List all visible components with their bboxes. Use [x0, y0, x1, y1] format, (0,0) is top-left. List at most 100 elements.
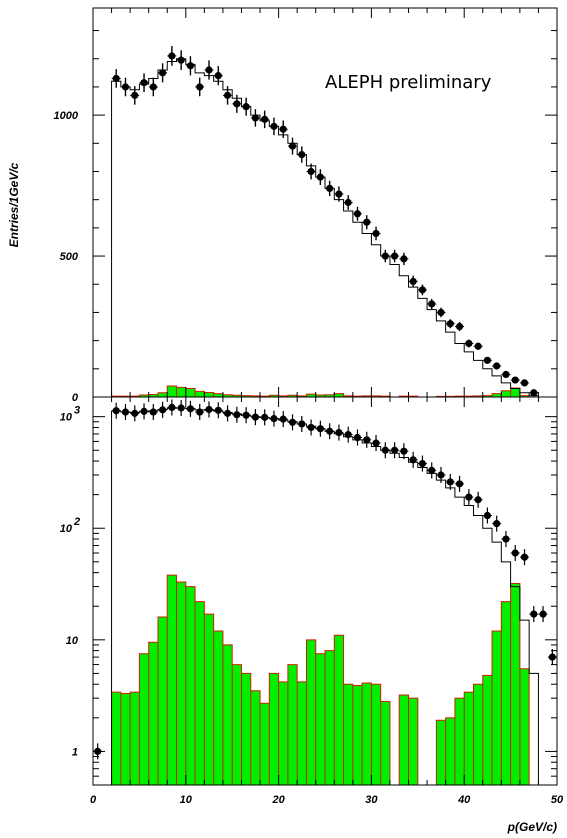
- data-point: [223, 409, 232, 417]
- bottom-background-histogram: [111, 574, 530, 785]
- bottom-background-bin: [232, 664, 242, 785]
- aleph-preliminary-label: ALEPH preliminary: [325, 72, 492, 93]
- data-point: [316, 173, 324, 181]
- bottom-background-bin: [492, 630, 502, 785]
- data-point: [335, 428, 343, 437]
- data-point: [363, 436, 371, 444]
- data-point: [159, 406, 167, 414]
- data-point: [242, 103, 250, 111]
- data-point: [326, 427, 334, 435]
- data-point: [149, 408, 157, 416]
- top-background-bin: [492, 393, 502, 397]
- top-background-bin: [297, 395, 307, 397]
- data-point: [372, 229, 380, 238]
- data-point: [205, 405, 213, 414]
- data-point: [159, 69, 167, 77]
- data-point: [353, 433, 362, 442]
- data-point: [242, 411, 250, 419]
- data-point: [288, 418, 297, 426]
- data-point: [344, 431, 352, 439]
- bottom-background-bin: [278, 681, 288, 785]
- data-point: [307, 423, 315, 432]
- top-y-tick-label: 500: [60, 251, 79, 263]
- bottom-background-bin: [148, 642, 158, 785]
- data-point: [298, 150, 306, 159]
- data-point: [112, 407, 120, 415]
- bottom-background-bin: [343, 684, 353, 785]
- data-point: [326, 184, 334, 193]
- x-tick-label: 20: [271, 794, 285, 806]
- top-background-bin: [362, 395, 372, 397]
- x-tick-label: 50: [551, 794, 564, 806]
- data-point: [121, 83, 130, 91]
- bottom-background-bin: [473, 684, 483, 785]
- data-point: [409, 456, 417, 464]
- data-point: [214, 406, 222, 414]
- data-point: [530, 389, 538, 397]
- data-point: [168, 403, 176, 412]
- top-background-outline: [111, 385, 530, 397]
- top-data-points: [111, 46, 539, 397]
- data-point: [511, 549, 519, 557]
- bottom-background-bin: [362, 683, 372, 785]
- data-point: [539, 610, 547, 618]
- data-point: [177, 404, 185, 412]
- data-point: [391, 446, 399, 454]
- top-background-bin: [306, 394, 316, 397]
- top-background-bin: [269, 395, 279, 397]
- data-point: [493, 362, 501, 370]
- bottom-background-outline: [111, 574, 530, 785]
- data-point: [474, 496, 482, 504]
- bottom-background-bin: [408, 698, 418, 785]
- top-y-tick-label: 0: [72, 392, 79, 404]
- data-point: [196, 408, 204, 416]
- data-point: [316, 425, 324, 433]
- top-background-bin: [222, 394, 233, 397]
- bottom-y-tick-label: 10: [66, 635, 79, 647]
- data-point: [465, 339, 473, 348]
- bottom-y-tick-exponent: 2: [73, 516, 80, 528]
- data-point: [214, 72, 222, 80]
- data-point: [121, 408, 130, 416]
- data-point: [446, 478, 454, 486]
- bottom-background-bin: [176, 581, 186, 785]
- data-point: [233, 411, 241, 419]
- data-point: [418, 286, 427, 294]
- y-axis-title: Entries/1GeV/c: [7, 162, 21, 247]
- top-y-tick-label: 1000: [54, 110, 79, 122]
- data-point: [474, 342, 482, 350]
- x-tick-label: 10: [180, 794, 193, 806]
- top-background-bin: [176, 387, 186, 397]
- top-background-bin: [250, 395, 261, 397]
- data-point: [502, 370, 510, 379]
- bottom-background-bin: [167, 575, 177, 785]
- data-point: [251, 114, 259, 122]
- data-point: [298, 420, 306, 428]
- data-point: [131, 409, 139, 417]
- bottom-y-tick-label: 1: [72, 746, 78, 758]
- data-point: [483, 511, 491, 520]
- top-background-bin: [213, 393, 223, 397]
- data-point: [279, 125, 287, 133]
- bottom-background-bin: [241, 673, 251, 785]
- data-point: [483, 356, 491, 364]
- data-point: [140, 407, 148, 415]
- data-point: [270, 122, 278, 130]
- bottom-background-bin: [185, 586, 196, 785]
- top-background-bin: [315, 395, 325, 397]
- top-background-bin: [482, 395, 493, 397]
- data-point: [140, 79, 148, 87]
- data-point: [131, 91, 139, 99]
- data-point: [409, 277, 417, 286]
- data-point: [344, 198, 352, 207]
- top-background-bin: [287, 395, 298, 397]
- data-point: [233, 100, 241, 108]
- data-point: [391, 252, 399, 260]
- bottom-background-bin: [287, 664, 298, 785]
- data-point: [177, 56, 185, 64]
- top-background-bin: [510, 387, 520, 397]
- bottom-background-bin: [371, 684, 381, 785]
- bottom-background-bin: [130, 692, 140, 785]
- data-point: [335, 190, 343, 198]
